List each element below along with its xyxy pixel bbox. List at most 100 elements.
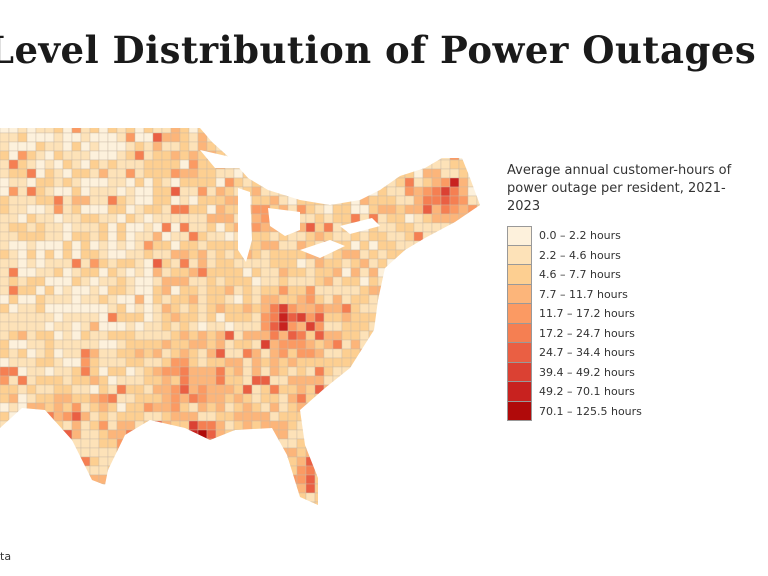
county-cell bbox=[296, 366, 307, 377]
county-cell bbox=[386, 492, 397, 503]
county-cell bbox=[188, 393, 199, 404]
county-cell bbox=[314, 339, 325, 350]
county-cell bbox=[269, 276, 280, 287]
county-cell bbox=[377, 267, 388, 278]
county-cell bbox=[170, 186, 181, 197]
county-cell bbox=[35, 321, 46, 332]
county-cell bbox=[242, 330, 253, 341]
county-cell bbox=[62, 501, 73, 505]
county-cell bbox=[224, 402, 235, 413]
county-cell bbox=[215, 321, 226, 332]
county-cell bbox=[386, 132, 397, 143]
county-cell bbox=[476, 465, 480, 476]
county-cell bbox=[395, 231, 406, 242]
county-cell bbox=[8, 168, 19, 179]
county-cell bbox=[116, 222, 127, 233]
county-cell bbox=[243, 511, 252, 520]
county-cell bbox=[413, 474, 424, 485]
county-cell bbox=[206, 438, 217, 449]
county-cell bbox=[35, 258, 46, 269]
county-cell bbox=[422, 411, 433, 422]
county-cell bbox=[323, 420, 334, 431]
county-cell bbox=[170, 128, 181, 134]
county-cell bbox=[35, 447, 46, 458]
county-cell bbox=[224, 294, 235, 305]
county-cell bbox=[350, 402, 361, 413]
county-cell bbox=[161, 150, 172, 161]
legend-swatch bbox=[507, 226, 532, 246]
county-cell bbox=[350, 429, 361, 440]
legend-item: 7.7 – 11.7 hours bbox=[507, 284, 737, 304]
legend-swatch bbox=[507, 362, 532, 382]
county-cell bbox=[233, 393, 244, 404]
county-cell bbox=[26, 456, 37, 467]
county-cell bbox=[476, 366, 480, 377]
county-cell bbox=[152, 222, 163, 233]
county-cell bbox=[35, 384, 46, 395]
county-cell bbox=[440, 438, 451, 449]
county-cell bbox=[260, 321, 271, 332]
county-cell bbox=[72, 511, 81, 520]
county-cell bbox=[0, 249, 10, 260]
county-cell bbox=[44, 492, 55, 503]
county-cell bbox=[89, 357, 100, 368]
county-cell bbox=[323, 501, 334, 505]
county-cell bbox=[296, 492, 307, 503]
county-cell bbox=[99, 511, 108, 520]
county-cell bbox=[251, 132, 262, 143]
county-cell bbox=[377, 276, 388, 287]
county-cell bbox=[152, 150, 163, 161]
county-cell bbox=[206, 375, 217, 386]
county-cell bbox=[449, 186, 460, 197]
county-cell bbox=[350, 132, 361, 143]
county-cell bbox=[62, 141, 73, 152]
county-cell bbox=[134, 240, 145, 251]
county-cell bbox=[251, 402, 262, 413]
county-cell bbox=[134, 249, 145, 260]
county-cell bbox=[458, 456, 469, 467]
county-cell bbox=[386, 375, 397, 386]
county-cell bbox=[386, 456, 397, 467]
county-cell bbox=[341, 132, 352, 143]
county-cell bbox=[161, 339, 172, 350]
county-cell bbox=[431, 366, 442, 377]
county-cell bbox=[341, 128, 352, 134]
county-cell bbox=[143, 294, 154, 305]
county-cell bbox=[359, 303, 370, 314]
county-cell bbox=[54, 511, 63, 520]
county-cell bbox=[98, 240, 109, 251]
county-cell bbox=[134, 213, 145, 224]
county-cell bbox=[251, 492, 262, 503]
county-cell bbox=[143, 195, 154, 206]
county-cell bbox=[170, 393, 181, 404]
county-cell bbox=[287, 249, 298, 260]
county-cell bbox=[26, 204, 37, 215]
county-cell bbox=[62, 285, 73, 296]
county-cell bbox=[251, 128, 262, 134]
county-cell bbox=[188, 402, 199, 413]
county-cell bbox=[305, 285, 316, 296]
county-cell bbox=[80, 141, 91, 152]
county-cell bbox=[188, 294, 199, 305]
county-cell bbox=[125, 456, 136, 467]
county-cell bbox=[215, 492, 226, 503]
county-cell bbox=[440, 393, 451, 404]
county-cell bbox=[467, 285, 478, 296]
county-cell bbox=[467, 339, 478, 350]
county-cell bbox=[332, 366, 343, 377]
county-cell bbox=[476, 474, 480, 485]
county-cell bbox=[107, 159, 118, 170]
county-cell bbox=[260, 357, 271, 368]
county-cell bbox=[53, 303, 64, 314]
county-cell bbox=[413, 267, 424, 278]
county-cell bbox=[341, 195, 352, 206]
county-cell bbox=[269, 483, 280, 494]
county-cell bbox=[431, 168, 442, 179]
county-cell bbox=[404, 258, 415, 269]
county-cell bbox=[53, 141, 64, 152]
county-cell bbox=[458, 132, 469, 143]
county-cell bbox=[161, 501, 172, 505]
county-cell bbox=[89, 141, 100, 152]
county-cell bbox=[224, 339, 235, 350]
county-cell bbox=[188, 159, 199, 170]
